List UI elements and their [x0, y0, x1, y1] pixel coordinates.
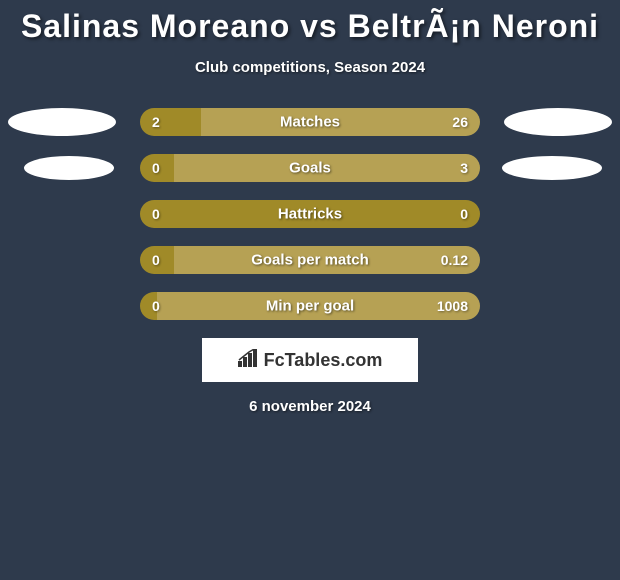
stat-row: 0 Goals 3 — [0, 154, 620, 182]
stat-bar: 0 Hattricks 0 — [140, 200, 480, 228]
player-right-ellipse — [502, 156, 602, 180]
logo-text: FcTables.com — [238, 349, 383, 372]
stat-left-value: 2 — [152, 114, 160, 130]
player-left-ellipse — [8, 108, 116, 136]
stat-bar: 0 Goals 3 — [140, 154, 480, 182]
player-right-ellipse — [504, 108, 612, 136]
stats-section: 2 Matches 26 0 Goals 3 0 Hattricks 0 0 Goals per m… — [0, 108, 620, 320]
page-title: Salinas Moreano vs BeltrÃ¡n Neroni — [0, 8, 620, 45]
stat-left-value: 0 — [152, 298, 160, 314]
stat-label: Goals per match — [251, 252, 369, 269]
stat-right-value: 3 — [460, 160, 468, 176]
stat-label: Goals — [289, 160, 331, 177]
stat-label: Matches — [280, 114, 340, 131]
date-text: 6 november 2024 — [0, 398, 620, 415]
stat-label: Min per goal — [266, 298, 354, 315]
stat-right-value: 1008 — [437, 298, 468, 314]
stat-right-value: 0.12 — [441, 252, 468, 268]
player-left-ellipse — [24, 156, 114, 180]
stat-row: 0 Hattricks 0 — [0, 200, 620, 228]
stat-bar: 0 Goals per match 0.12 — [140, 246, 480, 274]
stat-right-value: 0 — [460, 206, 468, 222]
chart-icon — [238, 349, 260, 372]
stat-bar: 2 Matches 26 — [140, 108, 480, 136]
stat-right-value: 26 — [452, 114, 468, 130]
footer-logo[interactable]: FcTables.com — [202, 338, 418, 382]
stat-label: Hattricks — [278, 206, 342, 223]
stat-row: 0 Min per goal 1008 — [0, 292, 620, 320]
logo-label: FcTables.com — [264, 350, 383, 371]
stat-bar: 0 Min per goal 1008 — [140, 292, 480, 320]
subtitle: Club competitions, Season 2024 — [0, 59, 620, 76]
stat-left-value: 0 — [152, 206, 160, 222]
stat-row: 0 Goals per match 0.12 — [0, 246, 620, 274]
bar-left-fill — [140, 108, 201, 136]
stat-left-value: 0 — [152, 160, 160, 176]
infographic-container: Salinas Moreano vs BeltrÃ¡n Neroni Club … — [0, 0, 620, 415]
bar-right-fill — [201, 108, 480, 136]
stat-row: 2 Matches 26 — [0, 108, 620, 136]
stat-left-value: 0 — [152, 252, 160, 268]
